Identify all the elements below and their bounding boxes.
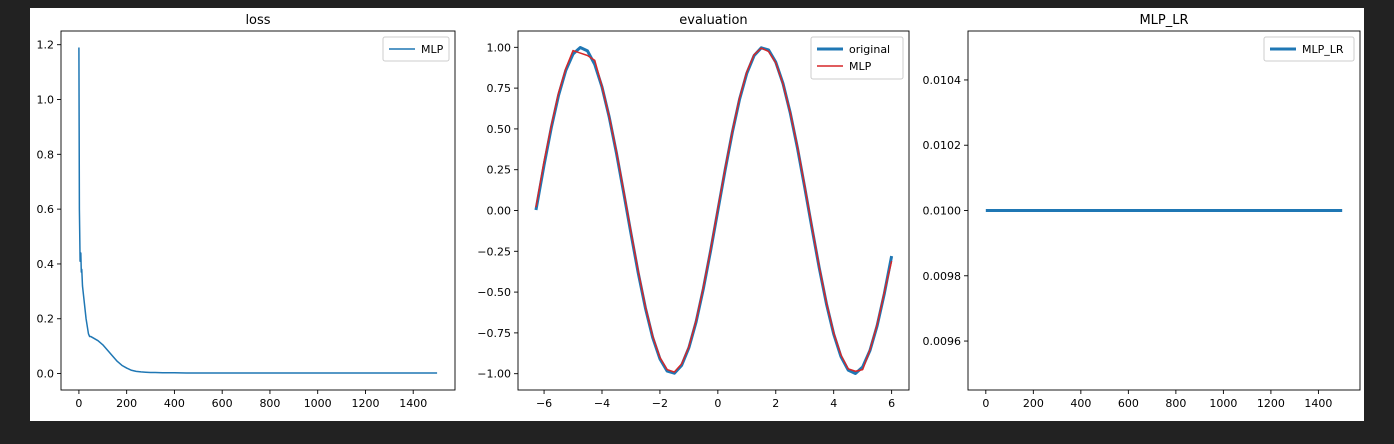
figure-background xyxy=(30,8,1364,421)
x-tick-label: 600 xyxy=(1118,397,1139,410)
y-tick-label: 0.0104 xyxy=(923,74,962,87)
x-tick-label: 6 xyxy=(888,397,895,410)
y-tick-label: 0.0 xyxy=(37,368,55,381)
y-tick-label: 0.4 xyxy=(37,258,55,271)
y-tick-label: −1.00 xyxy=(477,368,511,381)
legend-label: MLP xyxy=(849,60,872,73)
x-tick-label: 1000 xyxy=(1209,397,1237,410)
x-tick-label: −4 xyxy=(594,397,610,410)
chart-title: MLP_LR xyxy=(1139,13,1188,28)
legend-box xyxy=(382,36,450,62)
x-tick-label: 1000 xyxy=(304,397,332,410)
y-tick-label: 0.8 xyxy=(37,148,55,161)
x-tick-label: 200 xyxy=(1023,397,1044,410)
x-tick-label: 1400 xyxy=(1304,397,1332,410)
legend: MLP xyxy=(382,36,450,62)
y-tick-label: 0.0102 xyxy=(923,139,962,152)
series-line-mlp xyxy=(78,47,438,374)
x-tick-label: −2 xyxy=(652,397,668,410)
y-tick-label: 0.50 xyxy=(487,123,512,136)
x-tick-label: 2 xyxy=(772,397,779,410)
legend-label: MLP xyxy=(421,43,444,56)
y-tick-label: −0.75 xyxy=(477,327,511,340)
x-tick-label: 800 xyxy=(259,397,280,410)
y-tick-label: 1.00 xyxy=(487,41,512,54)
y-tick-label: 0.25 xyxy=(487,164,512,177)
legend-box xyxy=(1263,36,1355,62)
series-line-mlp xyxy=(535,47,893,373)
x-tick-label: 0 xyxy=(75,397,82,410)
y-tick-label: 1.2 xyxy=(37,39,55,52)
chart-title: evaluation xyxy=(679,13,747,28)
y-tick-label: −0.50 xyxy=(477,286,511,299)
x-tick-label: 400 xyxy=(1070,397,1091,410)
y-tick-label: 0.0098 xyxy=(923,270,962,283)
legend: MLP_LR xyxy=(1263,36,1355,62)
y-tick-label: −0.25 xyxy=(477,245,511,258)
y-tick-label: 0.00 xyxy=(487,205,512,218)
subplot-0: loss 0 200 400 600 800 1000 1200 1400 0.0 0.2 0.4 0.… xyxy=(37,13,456,410)
y-tick-label: 0.6 xyxy=(37,203,55,216)
x-tick-label: 800 xyxy=(1165,397,1186,410)
x-tick-label: 4 xyxy=(830,397,837,410)
y-tick-label: 0.75 xyxy=(487,82,512,95)
x-tick-label: 1200 xyxy=(351,397,379,410)
x-tick-label: 1400 xyxy=(399,397,427,410)
x-tick-label: 200 xyxy=(116,397,137,410)
subplot-2: MLP_LR 0 200 400 600 800 1000 1200 1400 0.0096 0.0… xyxy=(923,13,1361,410)
chart-title: loss xyxy=(245,13,270,28)
x-tick-label: 1200 xyxy=(1257,397,1285,410)
axes-frame xyxy=(60,30,456,391)
x-tick-label: −6 xyxy=(536,397,552,410)
y-tick-label: 0.2 xyxy=(37,313,55,326)
x-tick-label: 400 xyxy=(164,397,185,410)
legend: original MLP xyxy=(810,36,904,80)
y-tick-label: 0.0100 xyxy=(923,205,962,218)
legend-label: original xyxy=(849,43,890,56)
x-tick-label: 0 xyxy=(982,397,989,410)
subplot-1: evaluation −6 −4 −2 0 2 4 6 −1.00 −0.75 −0.50 −0.25… xyxy=(477,13,910,410)
x-tick-label: 600 xyxy=(212,397,233,410)
y-tick-label: 0.0096 xyxy=(923,335,962,348)
y-tick-label: 1.0 xyxy=(37,94,55,107)
x-tick-label: 0 xyxy=(714,397,721,410)
legend-label: MLP_LR xyxy=(1302,43,1344,56)
